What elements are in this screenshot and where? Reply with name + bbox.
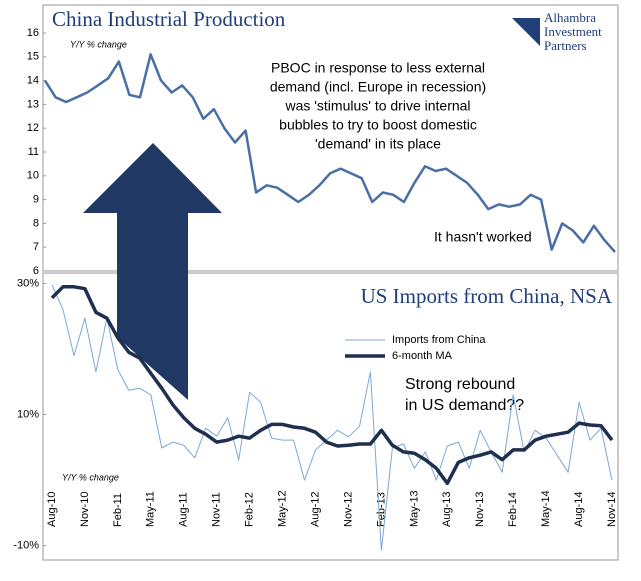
y-tick-label: 15	[27, 51, 39, 63]
x-tick-label: Nov-12	[342, 492, 354, 527]
legend-label: Imports from China	[392, 334, 486, 346]
x-tick-label: May-13	[408, 490, 420, 527]
subtitle: Y/Y % change	[62, 472, 119, 482]
annotation: bubbles to try to boost domestic	[279, 117, 477, 133]
x-tick-label: Nov-10	[79, 492, 91, 527]
y-tick-label: 12	[27, 122, 39, 134]
y-tick-label: 7	[33, 241, 39, 253]
x-tick-label: Nov-11	[211, 492, 223, 527]
y-tick-label: 9	[33, 194, 39, 206]
x-tick-label: May-11	[145, 491, 157, 527]
logo-text: Alhambra	[544, 10, 596, 25]
y-tick-label: 10	[27, 170, 39, 182]
x-tick-label: Feb-14	[507, 492, 519, 527]
y-tick-label: -10%	[13, 539, 39, 551]
x-tick-label: Feb-12	[244, 492, 256, 527]
logo-text: Partners	[544, 38, 587, 53]
chart-title: China Industrial Production	[52, 7, 286, 31]
series-line	[51, 284, 613, 551]
annotation: was 'stimulus' to drive internal	[284, 98, 470, 114]
x-tick-label: Nov-14	[606, 492, 618, 527]
annotation: 'demand' in its place	[315, 136, 441, 152]
x-tick-label: Aug-13	[441, 492, 453, 527]
annotation: in US demand??	[405, 397, 524, 414]
x-tick-label: May-14	[540, 490, 552, 527]
x-tick-label: Nov-13	[474, 492, 486, 527]
logo-mark	[512, 18, 540, 46]
annotation: PBOC in response to less external	[271, 60, 485, 76]
annotation: demand (incl. Europe in recession)	[270, 79, 486, 95]
x-tick-label: Aug-12	[309, 492, 321, 527]
y-tick-label: 13	[27, 98, 39, 110]
subtitle: Y/Y % change	[70, 39, 127, 49]
logo-text: Investment	[544, 24, 602, 39]
x-tick-label: Feb-11	[112, 493, 124, 527]
y-tick-label: 11	[28, 146, 39, 158]
series-line	[43, 53, 616, 253]
legend-label: 6-month MA	[392, 350, 453, 362]
series-line	[50, 285, 614, 486]
x-tick-label: Aug-11	[178, 492, 190, 527]
chart-title: US Imports from China, NSA	[361, 284, 613, 308]
y-tick-label: 8	[33, 217, 39, 229]
x-tick-label: May-12	[276, 490, 288, 527]
y-tick-label: 6	[33, 265, 39, 277]
logo: Alhambra Investment Partners	[512, 10, 602, 53]
x-tick-label: Aug-10	[46, 492, 58, 527]
top-frame	[42, 4, 619, 272]
y-tick-label: 10%	[17, 408, 39, 420]
bottom-frame	[42, 272, 619, 561]
y-tick-label: 16	[27, 27, 39, 39]
annotation: Strong rebound	[405, 376, 515, 393]
annotation: It hasn't worked	[434, 229, 532, 245]
y-tick-label: 30%	[17, 277, 39, 289]
x-tick-label: Aug-14	[573, 492, 585, 527]
y-tick-label: 14	[27, 75, 39, 87]
